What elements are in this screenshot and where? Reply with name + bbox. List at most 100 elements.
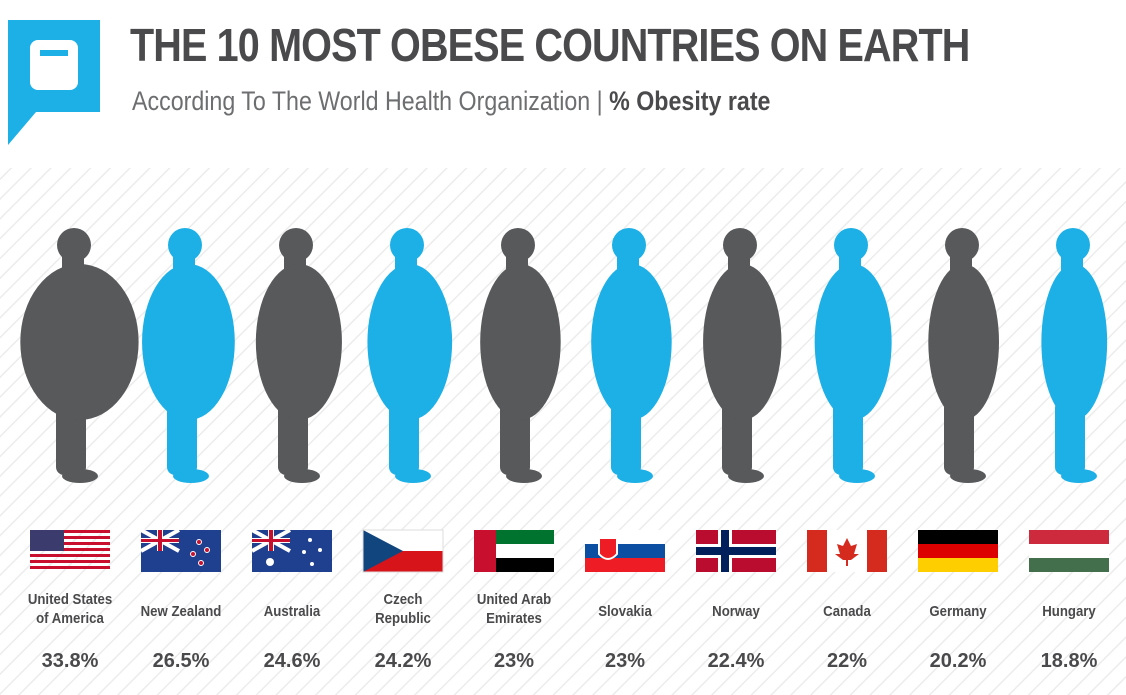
- flag-part: [585, 544, 665, 558]
- country-label: New Zealand: [140, 603, 222, 620]
- country-label: Slovakia: [598, 603, 652, 620]
- foot: [395, 469, 431, 483]
- flag-part: [362, 529, 444, 573]
- body: [142, 264, 235, 420]
- flag-part: [302, 550, 306, 554]
- country-label: United States of America: [27, 591, 113, 627]
- flag: [696, 530, 776, 572]
- flag-part: [308, 538, 312, 542]
- flag-part: [30, 542, 110, 545]
- flag-part: [30, 548, 110, 551]
- head: [945, 228, 979, 262]
- logo: [8, 20, 100, 145]
- subtitle-text: According To The World Health Organizati…: [132, 86, 603, 116]
- head: [57, 228, 91, 262]
- flag: [362, 529, 444, 573]
- head: [834, 228, 868, 262]
- country-label: Norway: [712, 603, 760, 620]
- flag-part: [30, 566, 110, 569]
- flag-part: [1029, 544, 1109, 558]
- foot: [1061, 469, 1097, 483]
- country-label: United Arab Emirates: [476, 591, 552, 627]
- country-label: Czech Republic: [375, 591, 431, 627]
- flag-part: [585, 530, 665, 544]
- country-label: Canada: [823, 603, 871, 620]
- flag-part: [204, 547, 210, 553]
- flag-part: [918, 530, 998, 544]
- flag-part: [474, 530, 496, 572]
- body: [928, 264, 1000, 420]
- head: [279, 228, 313, 262]
- head: [168, 228, 202, 262]
- head: [1056, 228, 1090, 262]
- value-label: 22%: [826, 650, 868, 672]
- value-label: 33.8%: [41, 650, 99, 672]
- flag-part: [30, 554, 110, 557]
- flag-part: [310, 562, 314, 566]
- flag: [474, 530, 554, 572]
- body: [1041, 264, 1108, 420]
- flags: [30, 528, 1109, 573]
- flag-part: [198, 560, 204, 566]
- flag: [251, 528, 332, 572]
- foot: [617, 469, 653, 483]
- flag-part: [807, 530, 827, 572]
- value-label: 22.4%: [707, 650, 765, 672]
- body: [480, 264, 561, 420]
- country-label: Australia: [263, 603, 321, 620]
- head: [390, 228, 424, 262]
- title: THE 10 MOST OBESE COUNTRIES ON EARTH: [130, 19, 970, 71]
- flag-part: [266, 558, 274, 566]
- head: [612, 228, 646, 262]
- foot: [950, 469, 986, 483]
- foot: [62, 469, 98, 483]
- country-label: Hungary: [1042, 603, 1096, 620]
- head: [723, 228, 757, 262]
- body: [814, 264, 892, 420]
- flag-part: [363, 530, 403, 572]
- value-label: 23%: [604, 650, 646, 672]
- flag-part: [867, 530, 887, 572]
- flag: [585, 530, 665, 572]
- flag-part: [30, 530, 110, 533]
- flag: [918, 530, 998, 572]
- flag-part: [141, 539, 179, 542]
- flag-part: [252, 539, 290, 542]
- flag-part: [918, 544, 998, 558]
- foot: [728, 469, 764, 483]
- flag: [140, 528, 221, 572]
- value-label: 26.5%: [152, 650, 210, 672]
- head: [501, 228, 535, 262]
- foot: [506, 469, 542, 483]
- foot: [839, 469, 875, 483]
- value-label: 23%: [493, 650, 535, 672]
- foot: [173, 469, 209, 483]
- value-label: 24.2%: [374, 650, 432, 672]
- subtitle-emphasis: % Obesity rate: [609, 86, 771, 116]
- body: [367, 264, 453, 420]
- value-label: 24.6%: [263, 650, 321, 672]
- country-label: Germany: [929, 603, 987, 620]
- body: [591, 264, 672, 420]
- flag-part: [30, 536, 110, 539]
- flag: [1029, 530, 1109, 572]
- body: [703, 264, 782, 420]
- flag-part: [30, 560, 110, 563]
- value-label: 18.8%: [1040, 650, 1098, 672]
- flag-part: [835, 538, 859, 566]
- flag-part: [30, 530, 64, 551]
- flag-part: [918, 558, 998, 572]
- flag-part: [1029, 530, 1109, 544]
- flag: [807, 530, 887, 572]
- flag-part: [585, 558, 665, 572]
- subtitle: According To The World Health Organizati…: [132, 86, 770, 117]
- flag-part: [696, 547, 776, 555]
- foot: [284, 469, 320, 483]
- flag-part: [190, 551, 196, 557]
- flag: [30, 530, 110, 569]
- flag-part: [598, 537, 618, 560]
- flag-part: [1029, 558, 1109, 572]
- body: [255, 264, 342, 420]
